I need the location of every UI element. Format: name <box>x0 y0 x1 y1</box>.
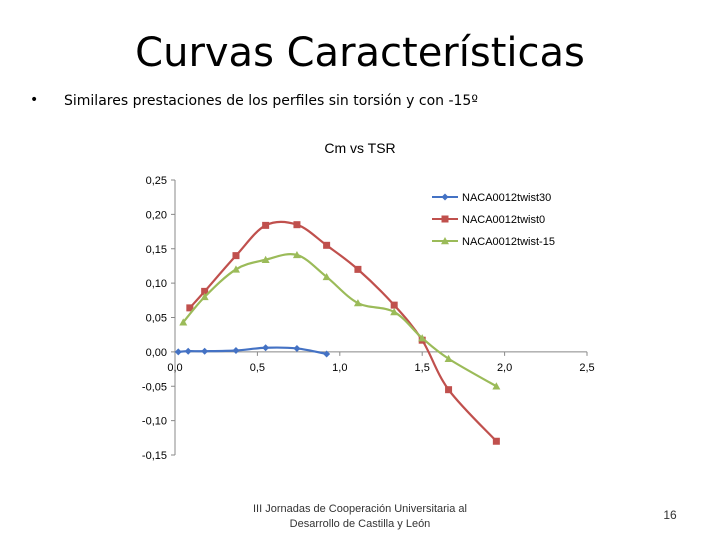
data-point <box>186 304 194 312</box>
y-tick-label: 0,10 <box>146 278 167 290</box>
legend-label: NACA0012twist-15 <box>462 236 555 248</box>
y-tick-label: 0,25 <box>146 175 167 187</box>
x-tick-label: 2,5 <box>579 362 594 374</box>
data-point <box>262 344 270 352</box>
series-3 <box>179 250 501 390</box>
data-point <box>323 350 331 358</box>
data-point <box>179 318 188 326</box>
y-tick-label: 0,20 <box>146 209 167 221</box>
data-point <box>323 241 331 249</box>
data-point <box>232 252 240 260</box>
data-point <box>445 386 453 394</box>
series-1 <box>174 344 331 358</box>
data-point <box>262 221 270 229</box>
chart-legend: NACA0012twist30 NACA0012twist0 NACA0012twi… <box>432 192 555 248</box>
data-point <box>390 301 398 309</box>
data-point <box>174 348 182 356</box>
data-point <box>418 334 427 342</box>
y-tick-label: -0,05 <box>142 381 167 393</box>
x-tick-label: 2,0 <box>497 362 512 374</box>
footer-line-1: III Jornadas de Cooperación Universitari… <box>252 503 467 515</box>
chart-axes: 0,25 0,20 0,15 0,10 0,05 0,00 -0,05 -0,10 -0,15 0… <box>142 175 595 462</box>
x-tick-label: 1,0 <box>332 362 347 374</box>
legend-marker <box>441 237 449 245</box>
series-2 <box>186 220 500 445</box>
data-point <box>390 308 399 316</box>
y-tick-label: 0,05 <box>146 313 167 325</box>
data-point <box>492 437 500 445</box>
y-tick-label: -0,15 <box>142 450 167 462</box>
bullet-text: Similares prestaciones de los perfiles s… <box>64 93 478 109</box>
y-tick-label: -0,10 <box>142 416 167 428</box>
footer-line-2: Desarrollo de Castilla y León <box>289 518 431 530</box>
legend-item: NACA0012twist30 <box>432 192 551 204</box>
data-point <box>200 292 209 301</box>
data-point <box>322 272 331 281</box>
bullet-dot-icon: • <box>30 92 39 108</box>
series-line <box>178 346 327 356</box>
legend-label: NACA0012twist0 <box>462 214 545 226</box>
legend-item: NACA0012twist0 <box>432 214 545 226</box>
y-tick-label: 0,15 <box>146 244 167 256</box>
data-point <box>261 255 270 263</box>
legend-marker <box>441 193 449 201</box>
legend-label: NACA0012twist30 <box>462 192 551 204</box>
y-tick-label: 0,00 <box>146 347 167 359</box>
data-point <box>353 299 362 307</box>
chart-title: Cm vs TSR <box>324 140 396 156</box>
data-point <box>201 287 209 295</box>
x-tick-label: 0,0 <box>167 362 182 374</box>
page-number: 16 <box>663 508 677 522</box>
data-point <box>201 347 209 355</box>
data-point <box>444 354 453 362</box>
x-tick-label: 1,5 <box>415 362 430 374</box>
legend-item: NACA0012twist-15 <box>432 236 555 248</box>
x-tick-label: 0,5 <box>250 362 265 374</box>
data-point <box>293 344 301 352</box>
data-point <box>293 221 301 229</box>
legend-marker <box>441 215 449 223</box>
data-point <box>232 347 240 354</box>
slide-title: Curvas Características <box>135 30 585 76</box>
data-point <box>292 250 301 259</box>
footer: III Jornadas de Cooperación Universitari… <box>230 502 490 532</box>
data-point <box>184 347 192 355</box>
chart-series <box>174 220 501 445</box>
data-point <box>231 265 240 273</box>
data-point <box>354 265 362 273</box>
data-point <box>492 382 501 390</box>
